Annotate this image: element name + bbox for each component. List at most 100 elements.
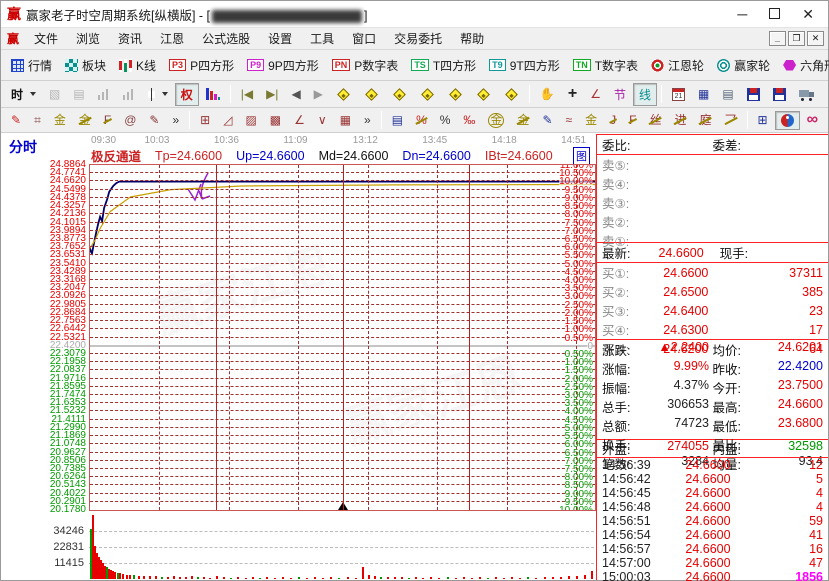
grid-lines-tool-button[interactable]: ⌗	[28, 111, 47, 130]
mini-bars-3-disabled-button[interactable]	[92, 86, 116, 103]
memo-disabled-button[interactable]: ▤	[67, 85, 90, 104]
menu-item-7[interactable]: 工具	[310, 32, 335, 46]
angle-yi-tool-button[interactable]: 乛	[719, 111, 743, 130]
gann-diamond-6-button[interactable]	[470, 87, 497, 102]
taiji-tool-button[interactable]	[774, 110, 800, 130]
mdi-restore-button[interactable]: ❐	[788, 31, 805, 46]
infinity-tool-button[interactable]: ∞	[801, 110, 824, 130]
menu-item-2[interactable]: 浏览	[76, 32, 101, 46]
tick-row[interactable]: 14:56:48 24.6600 4	[597, 500, 828, 514]
gann-diamond-5-button[interactable]	[442, 87, 469, 102]
save-tool-button[interactable]	[741, 85, 766, 104]
menu-item-8[interactable]: 窗口	[352, 32, 377, 46]
gann-diamond-3-button[interactable]	[386, 87, 413, 102]
golden-section-tool-button[interactable]: 金	[48, 111, 72, 130]
calendar-tool-button[interactable]: 21	[666, 85, 691, 104]
golden-lines-tool-button[interactable]: 金	[511, 111, 535, 130]
menu-item-10[interactable]: 帮助	[460, 32, 485, 46]
first-page-button[interactable]: |◀	[235, 85, 259, 104]
time-cycle-tool-button[interactable]: 节	[608, 83, 632, 106]
gann-fan-tool-button[interactable]: ◿	[217, 111, 238, 130]
trend-angle-tool-button[interactable]: ∠	[288, 111, 311, 130]
menu-item-4[interactable]: 江恩	[160, 32, 185, 46]
mdi-close-button[interactable]: ✕	[807, 31, 824, 46]
colored-bars-button[interactable]	[200, 85, 226, 103]
restore-rights-toggle-button[interactable]: 权	[174, 82, 199, 106]
9t-square-button[interactable]: T9 9T四方形	[483, 54, 566, 77]
tick-list[interactable]: 14:56:39 24.6600 12 14:56:42 24.6600 5 14:56:4…	[597, 458, 828, 581]
line-tool-button[interactable]: 线	[632, 82, 657, 106]
overflow-draw-2-button[interactable]: »	[358, 111, 377, 130]
price-plot[interactable]: 赢家江恩 赢家江恩 11.00% 10.50% 10.00% 9.50% 9.00% 8.…	[89, 164, 596, 511]
crosshair-tool-button[interactable]: +	[562, 84, 583, 104]
mdi-minimize-button[interactable]: _	[769, 31, 786, 46]
gann-knot-disabled-button[interactable]: ▧	[43, 85, 66, 104]
overflow-draw-1-button[interactable]: »	[166, 111, 185, 130]
minimize-button[interactable]: ─	[737, 5, 748, 22]
t-square-button[interactable]: TS T四方形	[405, 54, 482, 77]
gann-diamond-2-button[interactable]	[358, 87, 385, 102]
intraday-chart[interactable]: 09:30 10:03 10:36 11:09 13:12 13:45 14:18 14:51…	[89, 134, 596, 580]
tick-row[interactable]: 14:57:00 24.6600 47	[597, 556, 828, 570]
angle-j-tool-button[interactable]: J	[604, 111, 622, 130]
save-chart-tool-button[interactable]	[767, 85, 792, 104]
kline-button[interactable]: K线	[113, 54, 162, 77]
gann-grid-box-tool-button[interactable]: ▨	[239, 111, 262, 130]
9p-square-button[interactable]: P9 9P四方形	[241, 54, 325, 77]
tick-row[interactable]: 14:56:51 24.6600 59	[597, 514, 828, 528]
golden-ratio-tool-button[interactable]: 金	[73, 111, 97, 130]
tick-row[interactable]: 14:56:45 24.6600 4	[597, 486, 828, 500]
golden-line2-tool-button[interactable]: 金	[579, 111, 603, 130]
drawing-annotation[interactable]	[187, 172, 211, 202]
period-dropdown-button[interactable]: 时	[5, 83, 42, 106]
angle-jin-tool-button[interactable]: 进	[668, 111, 692, 130]
percent-line-tool-button[interactable]: %	[410, 111, 433, 130]
calculator-tool-button[interactable]: ▦	[692, 85, 715, 104]
percent-tool-button[interactable]: %	[434, 111, 457, 130]
menu-item-5[interactable]: 公式选股	[202, 32, 251, 46]
stats-table-tool-button[interactable]: ▤	[386, 111, 409, 130]
chart-button[interactable]: 图	[573, 146, 590, 165]
menu-item-9[interactable]: 交易委托	[394, 32, 443, 46]
gann-diamond-4-button[interactable]	[414, 87, 441, 102]
shaded-box-tool-button[interactable]: ▩	[264, 111, 287, 130]
gann-box-tool-button[interactable]: ⊞	[194, 111, 216, 130]
candle-dropdown-button[interactable]	[142, 85, 174, 104]
pen-tool-button[interactable]: ✎	[5, 111, 27, 130]
menu-item-3[interactable]: 资讯	[118, 32, 143, 46]
p-number-table-button[interactable]: PN P数字表	[326, 54, 405, 77]
angle-si-tool-button[interactable]: 丝	[643, 111, 667, 130]
fibonacci-tool-button[interactable]: F	[98, 111, 117, 130]
permille-tool-button[interactable]: ‰	[457, 111, 481, 130]
menu-item-6[interactable]: 设置	[268, 32, 293, 46]
sectors-button[interactable]: 板块	[59, 54, 112, 77]
golden-circle-tool-button[interactable]: 金	[482, 110, 510, 131]
winner-wheel-button[interactable]: 赢家轮	[711, 54, 776, 77]
tick-row[interactable]: 15:00:03 24.6600 1856	[597, 570, 828, 581]
hexagon-button[interactable]: 六角形	[777, 54, 829, 77]
menu-item-1[interactable]: 文件	[34, 32, 59, 46]
p-square-button[interactable]: P3 P四方形	[163, 54, 240, 77]
prev-page-button[interactable]: ◀	[285, 85, 306, 104]
last-page-button[interactable]: ▶|	[260, 85, 284, 104]
zigzag-tool-button[interactable]: ∨	[312, 111, 333, 130]
gann-diamond-7-button[interactable]	[498, 87, 525, 102]
wave-tool-button[interactable]: ≈	[560, 111, 579, 130]
dense-grid-tool-button[interactable]: ▦	[334, 111, 357, 130]
notepad-tool-button[interactable]: ▤	[716, 85, 739, 104]
angle-f-tool-button[interactable]: F	[623, 111, 642, 130]
tick-row[interactable]: 14:56:39 24.6600 12	[597, 458, 828, 472]
t-number-table-button[interactable]: TN T数字表	[567, 54, 644, 77]
tick-row[interactable]: 14:56:57 24.6600 16	[597, 542, 828, 556]
next-page-button[interactable]: ▶	[308, 85, 329, 104]
maximize-button[interactable]	[769, 7, 781, 19]
quotes-button[interactable]: 行情	[5, 54, 58, 77]
candle-pen-tool-button[interactable]: ✎	[536, 111, 558, 130]
tick-row[interactable]: 14:56:54 24.6600 41	[597, 528, 828, 542]
gann-diamond-1-button[interactable]	[330, 87, 357, 102]
angle-measure-tool-button[interactable]: ∠	[584, 85, 607, 104]
spiral-tool-button[interactable]: @	[118, 111, 142, 130]
angle-ting-tool-button[interactable]: 庭	[693, 111, 717, 130]
hand-tool-button[interactable]: ✋	[534, 85, 561, 104]
data-cart-tool-button[interactable]	[793, 86, 820, 103]
